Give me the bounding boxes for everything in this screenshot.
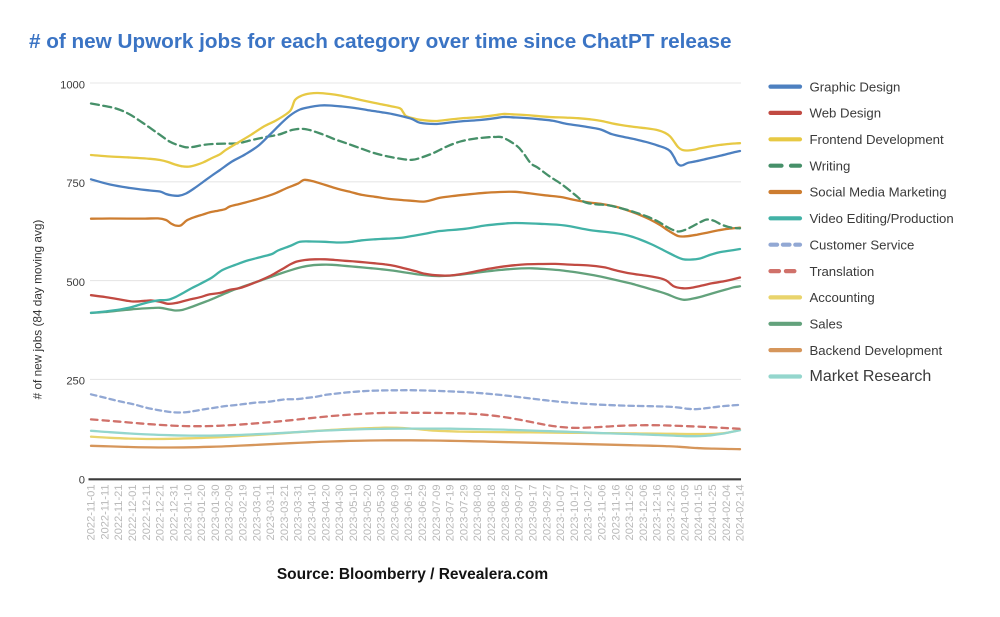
svg-text:2023-07-29: 2023-07-29 (458, 485, 470, 542)
svg-text:2023-02-09: 2023-02-09 (224, 485, 236, 542)
svg-text:2022-11-01: 2022-11-01 (86, 485, 98, 541)
svg-text:1000: 1000 (60, 79, 85, 91)
svg-text:2023-03-11: 2023-03-11 (265, 485, 277, 541)
svg-text:2023-03-31: 2023-03-31 (293, 485, 305, 542)
svg-text:2024-02-14: 2024-02-14 (735, 485, 747, 542)
svg-text:2023-08-08: 2023-08-08 (472, 485, 484, 542)
svg-text:Video Editing/Production: Video Editing/Production (810, 211, 954, 226)
svg-text:2023-04-30: 2023-04-30 (334, 485, 346, 542)
svg-text:2023-12-06: 2023-12-06 (638, 485, 650, 542)
svg-text:Market Research: Market Research (810, 368, 932, 385)
svg-text:2023-03-01: 2023-03-01 (251, 485, 263, 542)
svg-text:2023-01-10: 2023-01-10 (182, 485, 194, 542)
svg-text:2024-01-25: 2024-01-25 (707, 485, 719, 542)
svg-text:2023-05-20: 2023-05-20 (362, 485, 374, 542)
svg-text:Accounting: Accounting (810, 290, 875, 305)
svg-text:2023-01-20: 2023-01-20 (196, 485, 208, 542)
svg-text:2024-01-15: 2024-01-15 (693, 485, 705, 542)
svg-text:2023-05-10: 2023-05-10 (348, 485, 360, 542)
svg-text:2024-02-04: 2024-02-04 (721, 485, 733, 542)
svg-text:2023-10-27: 2023-10-27 (583, 485, 595, 542)
svg-text:2022-11-11: 2022-11-11 (99, 485, 111, 540)
svg-text:2022-12-31: 2022-12-31 (169, 485, 181, 542)
svg-text:Web Design: Web Design (810, 106, 882, 121)
svg-text:500: 500 (66, 277, 85, 289)
svg-text:2023-06-29: 2023-06-29 (417, 485, 429, 542)
svg-text:2023-01-30: 2023-01-30 (210, 485, 222, 542)
svg-text:2024-01-05: 2024-01-05 (679, 485, 691, 542)
svg-text:2023-09-17: 2023-09-17 (528, 485, 540, 542)
svg-text:2022-12-01: 2022-12-01 (127, 485, 139, 542)
svg-text:2023-03-21: 2023-03-21 (279, 485, 291, 542)
svg-text:2023-05-30: 2023-05-30 (376, 485, 388, 542)
svg-text:2023-11-16: 2023-11-16 (610, 485, 622, 541)
svg-text:Writing: Writing (810, 158, 851, 173)
svg-text:0: 0 (79, 474, 85, 486)
svg-text:Sales: Sales (810, 316, 843, 331)
svg-text:2023-08-28: 2023-08-28 (500, 485, 512, 542)
svg-text:2023-04-10: 2023-04-10 (307, 485, 319, 542)
svg-text:Social Media Marketing: Social Media Marketing (810, 185, 947, 200)
svg-text:2023-12-16: 2023-12-16 (652, 485, 664, 542)
svg-text:2023-06-19: 2023-06-19 (403, 485, 415, 542)
svg-text:2023-12-26: 2023-12-26 (666, 485, 678, 542)
svg-text:2023-04-20: 2023-04-20 (320, 485, 332, 542)
svg-text:2023-10-17: 2023-10-17 (569, 485, 581, 542)
svg-text:750: 750 (66, 178, 85, 190)
svg-text:2023-09-27: 2023-09-27 (541, 485, 553, 542)
svg-text:2022-12-21: 2022-12-21 (155, 485, 167, 542)
svg-text:250: 250 (66, 376, 85, 388)
svg-text:2023-09-07: 2023-09-07 (514, 485, 526, 542)
svg-text:2023-07-09: 2023-07-09 (431, 485, 443, 542)
svg-text:2023-06-09: 2023-06-09 (389, 485, 401, 542)
svg-text:2023-11-26: 2023-11-26 (624, 485, 636, 541)
svg-text:2023-02-19: 2023-02-19 (238, 485, 250, 542)
svg-text:2023-07-19: 2023-07-19 (445, 485, 457, 542)
svg-text:# of new jobs (84 day moving a: # of new jobs (84 day moving avg) (31, 220, 45, 400)
svg-text:2023-10-07: 2023-10-07 (555, 485, 567, 542)
svg-text:Customer Service: Customer Service (810, 237, 915, 252)
svg-text:2022-11-21: 2022-11-21 (113, 485, 125, 541)
svg-text:Graphic Design: Graphic Design (810, 79, 901, 94)
svg-text:Frontend Development: Frontend Development (810, 132, 944, 147)
svg-text:Backend Development: Backend Development (810, 343, 943, 358)
svg-text:2023-08-18: 2023-08-18 (486, 485, 498, 542)
svg-text:2022-12-11: 2022-12-11 (141, 485, 153, 541)
svg-text:2023-11-06: 2023-11-06 (597, 485, 609, 541)
svg-text:Translation: Translation (810, 264, 875, 279)
